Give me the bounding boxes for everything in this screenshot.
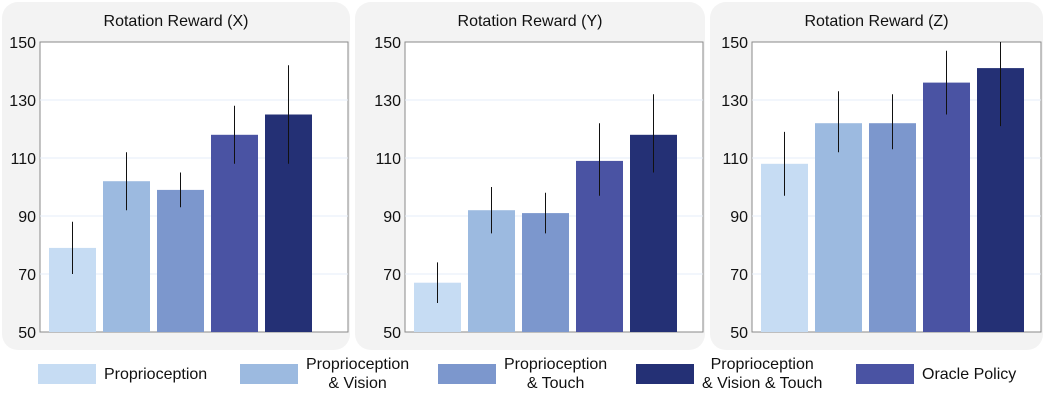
- y-tick-label: 150: [9, 35, 36, 52]
- legend-label: Proprioception & Vision: [306, 356, 410, 392]
- legend-item: Proprioception & Vision: [240, 352, 409, 396]
- bar: [815, 123, 862, 332]
- legend-label: Oracle Policy: [922, 365, 1017, 383]
- chart-title: Rotation Reward (X): [104, 13, 249, 30]
- legend-swatch: [856, 364, 914, 384]
- bar: [157, 189, 204, 332]
- y-tick-label: 110: [375, 151, 401, 168]
- legend-swatch: [38, 364, 96, 384]
- bar: [211, 134, 258, 332]
- legend-item: Proprioception & Vision & Touch: [636, 352, 822, 396]
- legend-item: Proprioception: [38, 352, 207, 396]
- chart-panel-2: Rotation Reward (Y) 50 70 90 110 130 150: [355, 2, 705, 350]
- chart-title: Rotation Reward (Z): [804, 13, 948, 30]
- legend: Proprioception Proprioception & Vision Pro…: [0, 352, 1045, 396]
- bar: [869, 123, 916, 332]
- y-tick-label: 110: [722, 151, 748, 168]
- chart-title: Rotation Reward (Y): [458, 13, 603, 30]
- chart-panel-1: Rotation Reward (X) 50 70 90 110 130 150: [2, 2, 350, 350]
- y-tick-label: 70: [383, 267, 401, 284]
- charts-area: Rotation Reward (X)507090110130150Rotati…: [2, 2, 1043, 350]
- legend-label: Proprioception: [104, 365, 208, 383]
- y-tick-label: 50: [383, 325, 401, 342]
- y-tick-label: 130: [9, 93, 36, 110]
- y-tick-label: 130: [721, 93, 748, 110]
- legend-item: Proprioception & Touch: [438, 352, 607, 396]
- y-tick-label: 70: [18, 267, 36, 284]
- y-tick-label: 90: [383, 209, 401, 226]
- y-tick-label: 70: [730, 267, 748, 284]
- y-tick-label: 90: [730, 209, 748, 226]
- y-tick-label: 90: [18, 209, 36, 226]
- bar: [923, 82, 970, 332]
- y-tick-label: 130: [374, 93, 401, 110]
- legend-swatch: [240, 364, 298, 384]
- y-tick-label: 110: [10, 151, 36, 168]
- legend-swatch: [438, 364, 496, 384]
- chart-panel-3: Rotation Reward (Z) 50 70 90 110 130 150: [710, 2, 1043, 350]
- legend-swatch: [636, 364, 694, 384]
- legend-label: Proprioception & Touch: [504, 356, 608, 392]
- legend-item: Oracle Policy: [856, 352, 1016, 396]
- y-tick-label: 50: [730, 325, 748, 342]
- y-tick-label: 150: [721, 35, 748, 52]
- y-tick-label: 150: [374, 35, 401, 52]
- legend-label: Proprioception & Vision & Touch: [702, 356, 823, 392]
- y-tick-label: 50: [18, 325, 36, 342]
